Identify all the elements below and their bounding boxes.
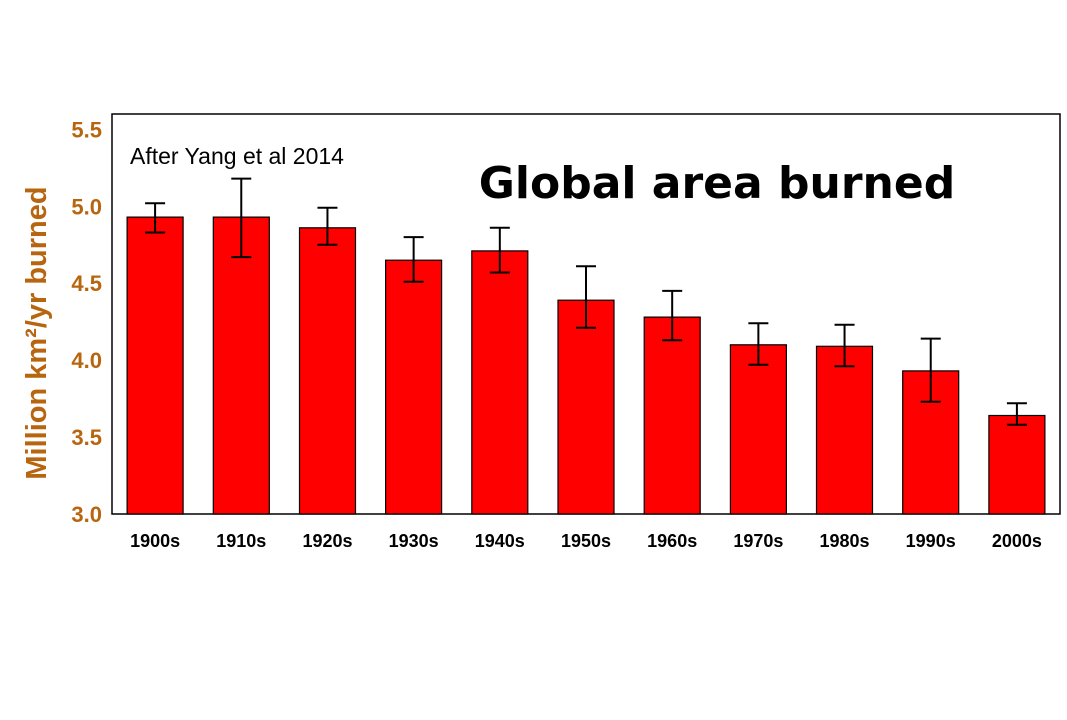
bar-1900s [126, 216, 184, 515]
y-tick-label-5.0: 5.0 [71, 194, 102, 219]
x-tick-label-1960s: 1960s [647, 531, 697, 551]
chart-title: Global area burned [479, 158, 955, 209]
bar-1930s [385, 259, 443, 515]
x-tick-label-1950s: 1950s [561, 531, 611, 551]
error-bar-1920s [317, 206, 338, 246]
y-tick-labels: 3.0 3.5 4.0 4.5 5.0 5.5 [71, 117, 102, 527]
x-tick-labels: 1900s 1910s 1920s 1930s 1940s 1950s 1960s 1970s… [130, 531, 1042, 551]
y-tick-label-3.0: 3.0 [71, 502, 102, 527]
x-tick-label-1980s: 1980s [819, 531, 869, 551]
error-bar-1930s [403, 236, 424, 283]
bar-1920s [298, 227, 357, 515]
bar-1960s [643, 316, 701, 515]
x-tick-label-1910s: 1910s [216, 531, 266, 551]
x-tick-label-1900s: 1900s [130, 531, 180, 551]
x-tick-label-1930s: 1930s [389, 531, 439, 551]
error-bar-2000s [1006, 402, 1027, 426]
error-bar-1970s [748, 322, 769, 366]
bar-1910s [212, 216, 270, 515]
x-tick-label-1990s: 1990s [906, 531, 956, 551]
error-bar-1990s [920, 337, 941, 403]
y-tick-label-4.0: 4.0 [71, 348, 102, 373]
error-bar-1980s [834, 323, 855, 368]
error-bars-group [145, 177, 1027, 426]
source-annotation: After Yang et al 2014 [130, 143, 344, 169]
x-tick-label-1970s: 1970s [733, 531, 783, 551]
bar-1950s [557, 299, 615, 515]
x-tick-label-1940s: 1940s [475, 531, 525, 551]
y-axis-label: Million km²/yr burned [21, 186, 53, 479]
error-bar-1940s [489, 226, 510, 274]
y-tick-label-3.5: 3.5 [71, 425, 102, 450]
error-bar-1910s [231, 177, 252, 259]
y-tick-label-5.5: 5.5 [71, 117, 102, 142]
x-tick-label-2000s: 2000s [992, 531, 1042, 551]
bar-1980s [815, 345, 874, 515]
bars-group [126, 216, 1046, 515]
bar-1940s [471, 250, 529, 515]
bar-1970s [729, 344, 788, 515]
bar-2000s [988, 414, 1046, 515]
error-bar-1960s [662, 289, 683, 342]
x-tick-label-1920s: 1920s [302, 531, 352, 551]
y-tick-label-4.5: 4.5 [71, 271, 102, 296]
error-bar-1900s [145, 202, 166, 234]
error-bar-1950s [576, 265, 596, 329]
